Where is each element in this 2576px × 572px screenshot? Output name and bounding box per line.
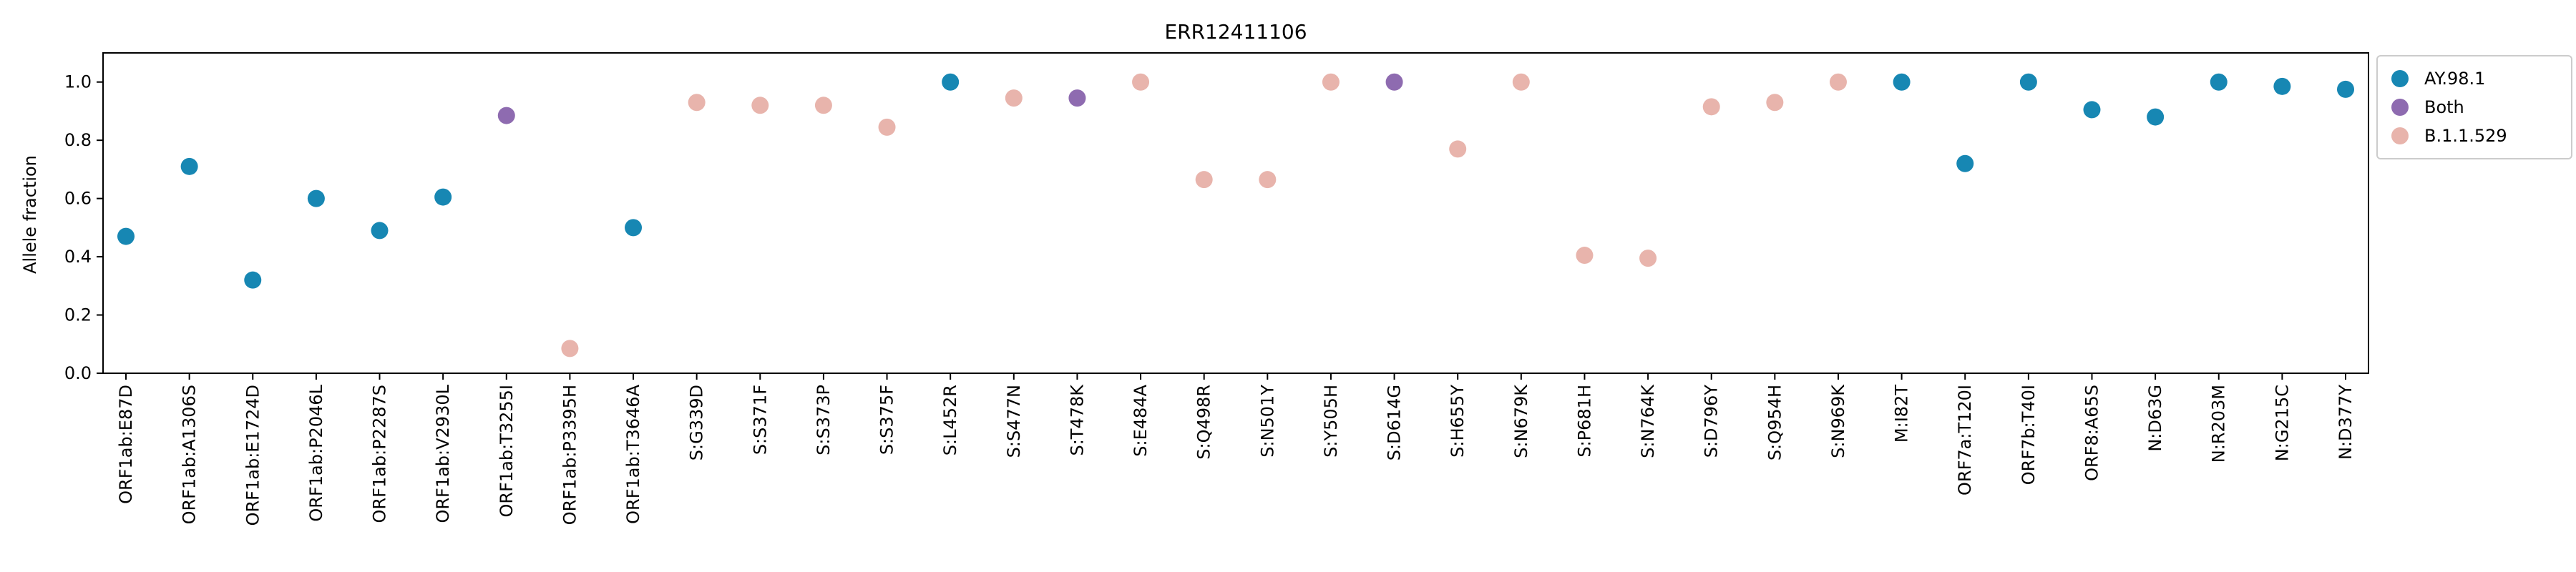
data-point-n-d63g — [2147, 108, 2165, 126]
chart-title: ERR12411106 — [1164, 20, 1307, 44]
x-tick-label: ORF8:A65S — [2082, 385, 2102, 481]
data-point-orf1ab-t3646a — [625, 219, 643, 237]
y-axis-title: Allele fraction — [20, 155, 40, 274]
plot-area-frame — [102, 52, 2369, 374]
data-point-n-d377y — [2337, 80, 2354, 98]
y-tick-label: 0.0 — [64, 363, 92, 383]
x-tick-label: N:G215C — [2272, 385, 2292, 461]
x-tick-label: N:D63G — [2145, 385, 2165, 452]
data-point-orf1ab-t3255i — [497, 107, 515, 124]
data-point-s-n501y — [1259, 171, 1277, 189]
x-tick-label: S:Q954H — [1765, 385, 1785, 460]
x-tick-label: S:S477N — [1004, 385, 1024, 458]
data-point-orf1ab-a1306s — [180, 157, 198, 175]
data-point-s-l452r — [942, 73, 960, 91]
data-point-s-s373p — [814, 97, 832, 114]
x-tick-label: S:G339D — [687, 385, 707, 460]
legend-marker — [2391, 70, 2409, 87]
legend-label: B.1.1.529 — [2424, 126, 2507, 146]
x-tick-label: ORF1ab:P2287S — [370, 385, 390, 523]
data-point-s-d614g — [1385, 73, 1403, 91]
x-tick-label: M:I82T — [1892, 385, 1912, 443]
x-tick-label: ORF7a:T120I — [1955, 385, 1975, 495]
legend-marker — [2391, 127, 2409, 144]
x-tick-label: S:E484A — [1131, 384, 1151, 456]
data-point-orf7a-t120i — [1956, 154, 1974, 172]
x-tick-label: ORF1ab:P2046L — [306, 384, 326, 521]
y-tick-label: 0.6 — [64, 189, 92, 209]
data-point-s-q954h — [1766, 94, 1784, 112]
x-tick-label: S:Y505H — [1321, 385, 1341, 458]
x-tick-label: S:P681H — [1574, 385, 1594, 458]
data-point-orf1ab-e1724d — [244, 271, 262, 289]
x-tick-label: ORF1ab:T3646A — [623, 384, 643, 523]
x-tick-label: S:D614G — [1385, 385, 1405, 460]
data-point-orf1ab-p2046l — [307, 189, 325, 207]
x-axis-ticks: ORF1ab:E87D ORF1ab:A1306S ORF1ab:E1724D ORF… — [116, 373, 2356, 526]
data-point-m-i82t — [1893, 73, 1911, 91]
data-point-orf1ab-p3395h — [561, 340, 579, 358]
data-point-s-q498r — [1195, 171, 1213, 189]
x-tick-label: ORF1ab:T3255I — [497, 385, 517, 517]
x-tick-label: S:T478K — [1067, 384, 1087, 456]
x-tick-label: ORF1ab:A1306S — [180, 385, 200, 524]
data-point-s-t478k — [1068, 89, 1086, 107]
x-tick-label: S:Q498R — [1194, 385, 1214, 460]
legend-marker — [2391, 99, 2409, 116]
x-tick-label: ORF7b:T40I — [2019, 385, 2039, 485]
data-point-n-g215c — [2273, 77, 2291, 95]
legend-label: AY.98.1 — [2424, 69, 2485, 89]
legend-frame — [2376, 55, 2572, 159]
data-point-s-n764k — [1639, 250, 1657, 267]
x-tick-label: S:N969K — [1828, 384, 1848, 458]
x-tick-label: N:R203M — [2209, 385, 2229, 463]
x-tick-label: N:D377Y — [2336, 385, 2356, 460]
data-point-orf1ab-e87d — [117, 227, 135, 245]
data-point-orf1ab-v2930l — [434, 188, 452, 206]
data-point-s-n969k — [1829, 73, 1847, 91]
x-tick-label: S:S373P — [814, 385, 834, 455]
x-tick-label: S:S375F — [877, 385, 897, 455]
data-point-s-s477n — [1005, 89, 1023, 107]
legend: AY.98.1 Both B.1.1.529 — [2376, 55, 2572, 159]
y-tick-label: 0.2 — [64, 305, 92, 325]
x-tick-label: S:L452R — [940, 385, 960, 455]
data-point-s-n679k — [1512, 73, 1530, 91]
x-tick-label: S:N679K — [1511, 384, 1531, 458]
data-point-n-r203m — [2210, 73, 2228, 91]
data-point-s-h655y — [1449, 140, 1467, 158]
data-point-s-g339d — [688, 94, 706, 112]
y-tick-label: 0.4 — [64, 247, 92, 267]
data-point-orf7b-t40i — [2019, 73, 2037, 91]
legend-label: Both — [2424, 97, 2464, 117]
y-tick-label: 1.0 — [64, 72, 92, 92]
x-tick-label: S:S371F — [750, 385, 770, 455]
x-tick-label: S:N764K — [1638, 384, 1658, 458]
x-tick-label: ORF1ab:V2930L — [433, 384, 453, 523]
y-tick-label: 0.8 — [64, 130, 92, 150]
x-tick-label: ORF1ab:E1724D — [243, 385, 263, 526]
x-tick-label: ORF1ab:P3395H — [560, 385, 580, 525]
data-point-s-s371f — [751, 97, 769, 114]
data-points — [117, 73, 2354, 358]
data-point-s-p681h — [1576, 247, 1594, 265]
x-tick-label: S:D796Y — [1702, 385, 1722, 458]
data-point-s-e484a — [1132, 73, 1150, 91]
x-tick-label: S:H655Y — [1448, 385, 1468, 458]
y-axis-ticks: 0.0 0.2 0.4 0.6 0.8 1.0 — [64, 72, 103, 383]
data-point-orf1ab-p2287s — [371, 222, 389, 240]
x-tick-label: S:N501Y — [1257, 385, 1277, 458]
data-point-s-d796y — [1702, 98, 1720, 116]
data-point-orf8-a65s — [2083, 101, 2101, 119]
x-tick-label: ORF1ab:E87D — [116, 385, 136, 504]
data-point-s-y505h — [1322, 73, 1340, 91]
data-point-s-s375f — [878, 118, 896, 136]
